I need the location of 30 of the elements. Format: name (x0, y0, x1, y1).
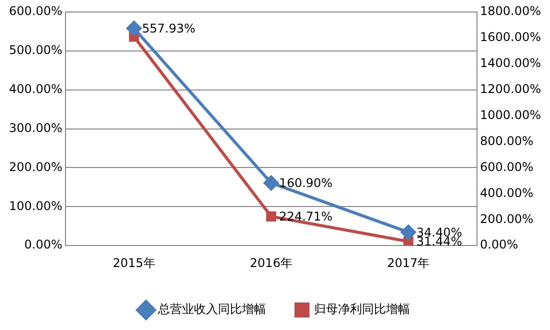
y-tick-label: 500.00% (9, 43, 62, 58)
data-label: 224.71% (279, 210, 333, 224)
legend-label: 总营业收入同比增幅 (157, 302, 266, 316)
legend-label: 归母净利同比增幅 (314, 302, 410, 316)
data-label: 160.90% (279, 176, 333, 190)
x-tick-label: 2017年 (387, 256, 430, 270)
y-tick-label: 600.00% (9, 4, 62, 18)
point (400, 224, 416, 240)
y2-tick-label: 600.00% (480, 160, 534, 174)
data-label: 557.93% (142, 22, 196, 36)
y2-tick-label: 400.00% (480, 186, 534, 200)
y-tick-label: 300.00% (9, 120, 62, 135)
point (266, 211, 276, 222)
y2-tick-label: 800.00% (480, 134, 534, 148)
y2-tick-label: 1800.00% (480, 4, 542, 18)
point (126, 20, 142, 36)
y-tick-label: 100.00% (9, 198, 62, 213)
y-tick-label: 200.00% (9, 160, 62, 174)
y-tick-label: 400.00% (9, 82, 62, 96)
y2-tick-label: 1600.00% (480, 30, 542, 44)
y2-tick-label: 1000.00% (480, 108, 542, 122)
y2-tick-label: 200.00% (480, 212, 534, 226)
x-tick-label: 2016年 (250, 256, 292, 270)
x-tick-label: 2015年 (112, 256, 156, 270)
point (403, 236, 414, 246)
y-tick-label: 0.00% (24, 238, 62, 252)
y2-tick-label: 0.00% (480, 238, 518, 252)
y2-tick-label: 1200.00% (480, 82, 542, 96)
point (264, 175, 279, 190)
y2-tick-label: 1400.00% (480, 56, 542, 70)
